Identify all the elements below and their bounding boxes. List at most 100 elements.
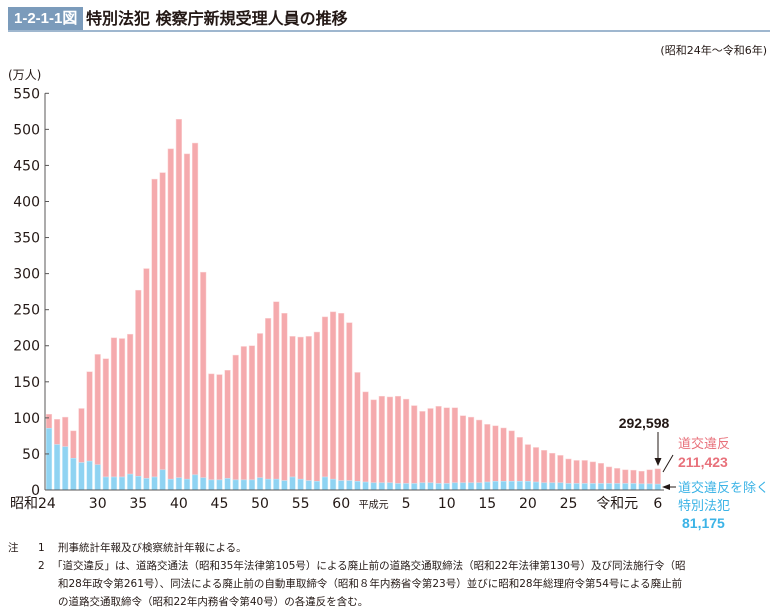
bar-traffic-H8 [427,408,434,484]
bar-other-S29 [86,460,93,491]
bar-traffic-S50 [256,333,264,478]
x-tick-label: 10 [438,496,456,512]
x-tick-label: 55 [292,496,310,512]
bar-traffic-H28 [589,461,596,484]
bar-other-H16 [492,481,499,491]
bar-traffic-S43 [200,271,207,478]
bar-traffic-H18 [508,430,515,482]
bar-traffic-H20 [524,444,531,482]
traffic-value: 211,423 [678,454,728,470]
bar-traffic-S61 [346,322,353,481]
other-label-2: 特別法犯 [678,499,730,514]
x-tick-label: 20 [519,496,537,512]
bar-other-S41 [183,478,191,491]
bar-other-S45 [216,479,223,491]
y-tick-label: 200 [13,339,40,355]
bar-traffic-H5 [403,398,410,484]
bar-traffic-S42 [192,142,199,476]
bar-other-H17 [500,481,507,491]
bar-traffic-R1 [614,468,621,484]
bar-traffic-S47 [232,354,239,481]
bar-other-R6 [654,483,661,491]
bar-other-H5 [403,483,410,491]
bar-other-H9 [435,483,442,491]
bar-traffic-H16 [492,425,499,482]
note-1-text: 刑事統計年報及び検察統計年報による。 [58,542,247,554]
y-tick-label: 0 [31,483,40,499]
bar-other-H3 [386,482,393,491]
bar-traffic-H3 [386,396,393,484]
bar-traffic-S48 [240,346,247,481]
bar-traffic-S44 [208,373,215,481]
bar-traffic-H10 [443,407,450,484]
bar-traffic-S38 [159,172,166,471]
bar-traffic-H26 [573,460,580,484]
bar-other-H24 [557,482,564,491]
bar-traffic-S52 [273,301,280,480]
bars [45,119,661,491]
bar-other-R1 [614,483,621,491]
y-tick-label: 300 [13,267,40,283]
bar-traffic-H9 [435,406,442,484]
x-tick-label: 45 [211,496,229,512]
bar-other-S49 [248,479,255,491]
note-prefix: 注 [8,542,19,554]
bar-traffic-S53 [281,313,288,481]
period-label: (昭和24年～令和6年) [660,44,767,57]
note-2-line-1: 「道交違反」は、道路交通法（昭和35年法律第105号）による廃止前の道路交通取締… [52,560,686,572]
bar-traffic-H24 [557,455,564,484]
y-axis-unit: (万人) [8,68,42,82]
bar-other-S30 [94,464,101,491]
bar-traffic-S49 [248,345,255,481]
total-value-label: 292,598 [619,415,670,431]
bar-other-H30 [606,483,613,491]
bar-other-H4 [394,483,402,491]
bar-other-R2 [622,483,629,491]
bar-traffic-S29 [86,371,93,462]
bar-traffic-S24 [45,414,53,429]
bar-traffic-S30 [94,354,101,466]
y-tick-label: 350 [13,231,40,247]
bar-other-R4 [638,483,645,491]
bar-other-S62 [354,481,361,491]
bar-other-H8 [427,482,434,491]
bar-other-S24 [45,428,53,491]
bar-traffic-H25 [565,458,572,484]
chart-title: 特別法犯 検察庁新規受理人員の推移 [86,9,348,28]
other-value: 81,175 [682,515,725,531]
x-tick-label: 15 [478,496,496,512]
bar-other-S55 [297,478,304,491]
bar-traffic-H12 [459,415,467,484]
bar-other-H22 [541,482,548,491]
bar-other-S51 [265,478,272,491]
bar-traffic-H15 [484,424,491,483]
bar-other-S37 [151,476,158,491]
y-tick-label: 250 [13,303,40,319]
x-tick-label: 25 [560,496,578,512]
x-tick-label: 60 [332,496,350,512]
bar-traffic-H7 [419,411,426,484]
arrow-down-icon [654,458,662,466]
bar-traffic-S32 [110,337,117,478]
bar-traffic-R6 [654,468,661,485]
traffic-label: 道交違反 [678,436,730,452]
x-tick-label: 6 [653,496,662,512]
bar-other-S63 [362,481,369,491]
bar-other-H18 [508,481,515,491]
bar-traffic-S57 [313,331,320,482]
bar-other-S26 [62,446,69,491]
bar-other-H21 [532,481,540,491]
bar-traffic-S55 [297,336,304,480]
bar-other-S31 [102,476,109,491]
bar-other-S40 [175,477,182,491]
bar-other-S43 [200,477,207,491]
bar-other-S25 [54,444,61,491]
y-tick-label: 50 [22,447,40,463]
bar-traffic-R3 [630,469,637,484]
figure-number: 1-2-1-1図 [8,7,84,30]
traffic-pointer-line [662,454,674,473]
bar-traffic-H22 [541,450,548,484]
bar-traffic-H2 [378,395,385,484]
bar-traffic-H1 [370,399,377,484]
